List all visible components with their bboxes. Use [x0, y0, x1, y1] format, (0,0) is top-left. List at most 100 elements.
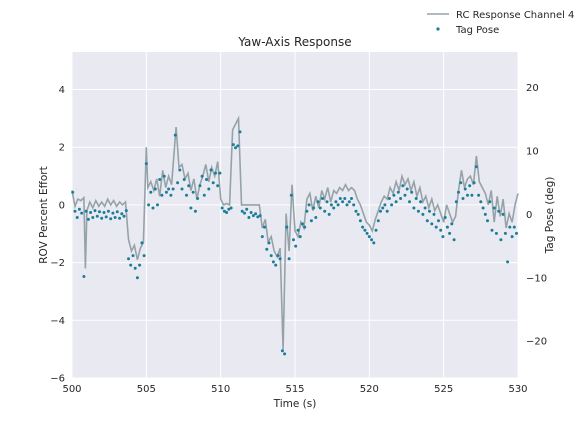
tag-pose-point: [243, 211, 246, 215]
tag-pose-point: [135, 276, 139, 280]
y-left-tick-label: 2: [59, 143, 65, 154]
tag-pose-point: [151, 206, 155, 210]
tag-pose-point: [200, 174, 204, 178]
tag-pose-point: [423, 206, 427, 210]
tag-pose-point: [115, 210, 119, 214]
tag-pose-point: [222, 209, 226, 213]
tag-pose-point: [394, 200, 398, 204]
tag-pose-point: [318, 206, 322, 210]
y-right-tick-label: 20: [526, 83, 539, 94]
tag-pose-point: [408, 200, 411, 204]
tag-pose-point: [512, 225, 516, 229]
tag-pose-point: [196, 197, 200, 200]
tag-pose-point: [477, 193, 481, 197]
tag-pose-point: [410, 190, 414, 194]
tag-pose-point: [307, 203, 311, 207]
tag-pose-point: [142, 254, 146, 258]
tag-pose-point: [149, 190, 153, 194]
tag-pose-point: [401, 184, 405, 188]
tag-pose-point: [503, 231, 507, 235]
tag-pose-point: [227, 207, 231, 211]
tag-pose-point: [98, 210, 101, 214]
tag-pose-point: [452, 238, 456, 242]
tag-pose-point: [374, 228, 378, 232]
tag-pose-point: [205, 178, 208, 181]
tag-pose-point: [178, 168, 182, 172]
tag-pose-point: [499, 238, 503, 242]
tag-pose-point: [416, 209, 420, 213]
tag-pose-point: [292, 238, 295, 242]
tag-pose-point: [234, 146, 237, 150]
tag-pose-point: [260, 235, 264, 239]
tag-pose-point: [127, 257, 130, 261]
tag-pose-point: [461, 197, 465, 200]
tag-pose-point: [479, 200, 483, 204]
tag-pose-point: [71, 190, 75, 194]
tag-pose-point: [450, 222, 454, 226]
series-line-rc-response-channel-4: [71, 115, 519, 350]
tag-pose-point: [441, 235, 445, 239]
tag-pose-point: [425, 219, 429, 223]
tag-pose-point: [133, 266, 137, 270]
x-tick-label: 530: [508, 384, 527, 395]
tag-pose-point: [316, 200, 320, 204]
tag-pose-point: [102, 211, 106, 214]
tag-pose-point: [497, 209, 501, 213]
grid-lines: [71, 52, 519, 379]
tag-pose-point: [448, 231, 452, 235]
tag-pose-point: [506, 260, 510, 264]
tag-pose-point: [379, 209, 382, 213]
x-tick-labels: 500 505 510 515 520 525 530: [62, 384, 527, 395]
tag-pose-point: [370, 238, 374, 242]
tag-pose-point: [245, 207, 249, 211]
tag-pose-point: [263, 225, 266, 229]
tag-pose-point: [392, 193, 396, 197]
tag-pose-point: [187, 184, 191, 188]
tag-pose-point: [492, 206, 496, 210]
tag-pose-point: [383, 203, 387, 207]
tag-pose-point: [265, 247, 269, 251]
tag-pose-point: [285, 225, 289, 229]
tag-pose-point: [329, 203, 333, 207]
tag-pose-point: [365, 231, 369, 235]
tag-pose-point: [218, 171, 222, 175]
tag-pose-point: [287, 257, 291, 261]
tag-pose-point: [153, 187, 157, 191]
tag-pose-point: [501, 212, 505, 216]
tag-pose-point: [118, 216, 122, 220]
tag-pose-point: [254, 212, 258, 216]
tag-pose-point: [300, 222, 304, 226]
legend-label-tag-pose: Tag Pose: [455, 25, 499, 36]
tag-pose-point: [483, 212, 487, 216]
tag-pose-point: [156, 203, 159, 207]
y-right-tick-label: −10: [526, 273, 547, 284]
tag-pose-point: [405, 187, 409, 191]
tag-pose-point: [167, 187, 171, 191]
tag-pose-point: [180, 187, 184, 191]
tag-pose-point: [488, 200, 492, 204]
tag-pose-point: [173, 133, 177, 137]
tag-pose-point: [202, 193, 206, 197]
tag-pose-point: [338, 197, 342, 200]
tag-pose-point: [191, 190, 195, 194]
tag-pose-point: [459, 181, 463, 185]
tag-pose-point: [352, 203, 356, 207]
tag-pose-point: [271, 260, 275, 264]
tag-pose-point: [160, 193, 164, 197]
tag-pose-point: [129, 263, 133, 267]
tag-pose-point: [303, 225, 307, 229]
tag-pose-point: [390, 203, 394, 207]
tag-pose-point: [283, 352, 287, 356]
x-axis-label: Time (s): [273, 398, 317, 410]
tag-pose-point: [104, 215, 108, 219]
tag-pose-point: [463, 187, 467, 191]
tag-pose-point: [73, 209, 77, 213]
y-right-axis-label: Tag Pose (deg): [544, 177, 556, 255]
tag-pose-point: [280, 349, 284, 353]
tag-pose-point: [298, 235, 302, 239]
x-tick-label: 520: [360, 384, 379, 395]
tag-pose-point: [439, 228, 443, 232]
tag-pose-point: [387, 197, 391, 200]
tag-pose-point: [158, 178, 162, 181]
